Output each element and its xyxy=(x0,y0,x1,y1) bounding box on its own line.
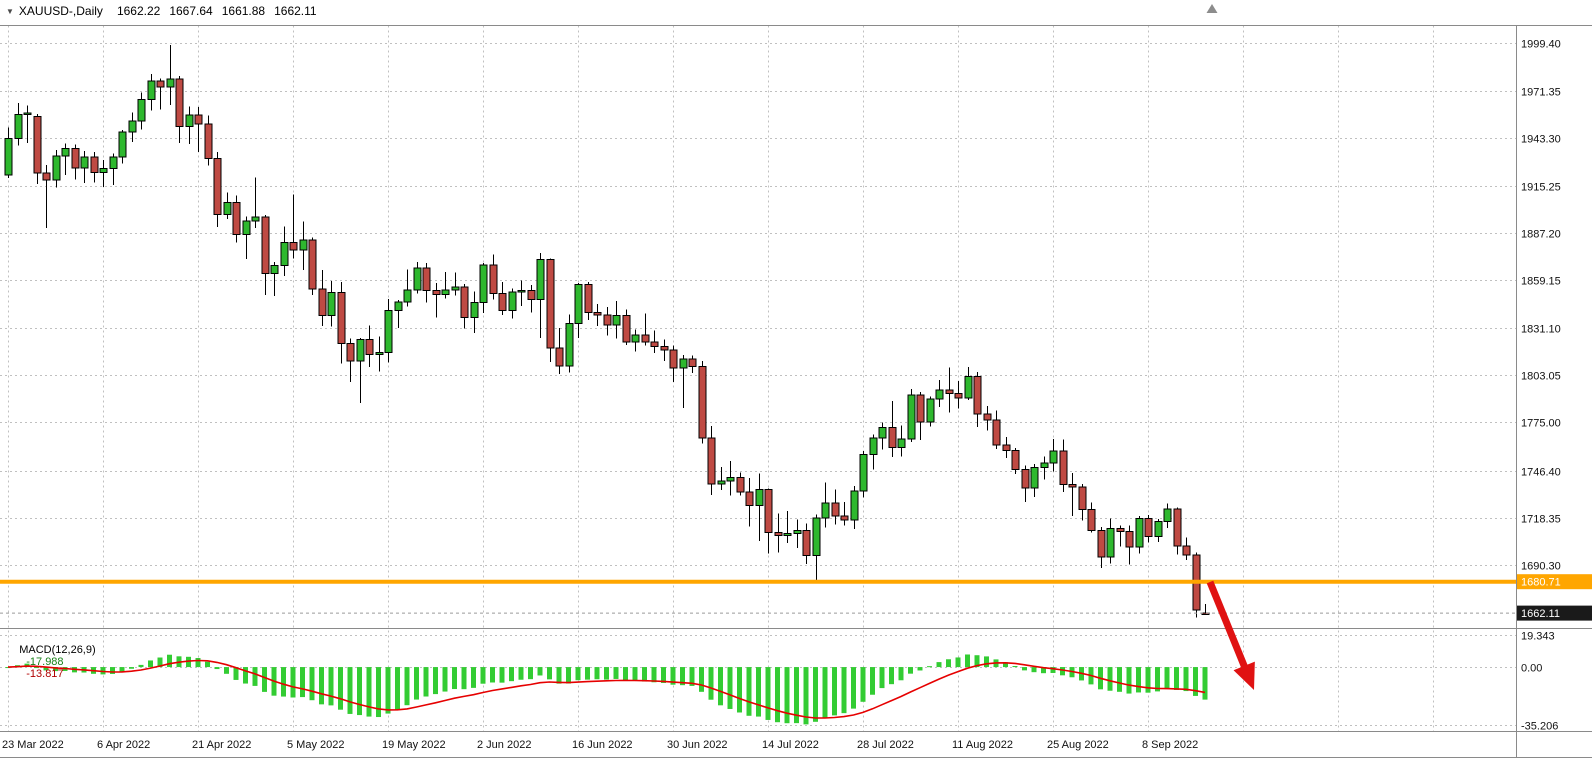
svg-text:1943.30: 1943.30 xyxy=(1521,134,1561,146)
svg-text:21 Apr 2022: 21 Apr 2022 xyxy=(192,739,251,751)
svg-text:19 May 2022: 19 May 2022 xyxy=(382,739,446,751)
svg-text:16 Jun 2022: 16 Jun 2022 xyxy=(572,739,633,751)
svg-text:19.343: 19.343 xyxy=(1521,631,1555,643)
svg-text:1680.71: 1680.71 xyxy=(1521,577,1561,589)
symbol-dropdown-icon[interactable]: ▼ xyxy=(6,6,14,16)
svg-text:1831.10: 1831.10 xyxy=(1521,324,1561,336)
chart-shift-marker-icon[interactable] xyxy=(1206,4,1218,13)
svg-text:1662.11: 1662.11 xyxy=(1521,608,1560,620)
trend-arrow[interactable] xyxy=(1206,580,1255,690)
svg-text:1803.05: 1803.05 xyxy=(1521,371,1561,383)
svg-text:1775.00: 1775.00 xyxy=(1521,418,1561,430)
svg-text:-35.206: -35.206 xyxy=(1521,721,1558,733)
hline-price-tag xyxy=(1517,574,1592,590)
svg-text:1915.25: 1915.25 xyxy=(1521,182,1561,194)
svg-text:2 Jun 2022: 2 Jun 2022 xyxy=(477,739,531,751)
svg-text:0.00: 0.00 xyxy=(1521,663,1542,675)
quote-high: 1667.64 xyxy=(169,4,213,18)
svg-text:23 Mar 2022: 23 Mar 2022 xyxy=(2,739,64,751)
macd-indicator-label: MACD(12,26,9) -17.988 -13.817 xyxy=(7,632,96,692)
macd-name: MACD(12,26,9) xyxy=(19,644,96,656)
svg-text:14 Jul 2022: 14 Jul 2022 xyxy=(762,739,819,751)
svg-text:1999.40: 1999.40 xyxy=(1521,39,1561,51)
svg-text:1971.35: 1971.35 xyxy=(1521,87,1561,99)
svg-text:5 May 2022: 5 May 2022 xyxy=(287,739,344,751)
pane-frames xyxy=(0,25,1592,758)
svg-text:28 Jul 2022: 28 Jul 2022 xyxy=(857,739,914,751)
svg-text:1859.15: 1859.15 xyxy=(1521,276,1561,288)
grid-layer xyxy=(0,25,1516,731)
price-axis[interactable]: 1999.40 1971.35 1943.30 1915.25 1887.20 1859.… xyxy=(1517,39,1592,733)
quote-bar: ▼ XAUUSD-,Daily 1662.22 1667.64 1661.88 … xyxy=(6,4,326,18)
price-lines-layer[interactable] xyxy=(0,579,1516,614)
quote-low: 1661.88 xyxy=(221,4,266,18)
candles-layer xyxy=(4,45,1210,618)
symbol-timeframe-label: XAUUSD-,Daily xyxy=(18,4,103,18)
svg-text:25 Aug 2022: 25 Aug 2022 xyxy=(1047,739,1109,751)
time-axis[interactable]: 23 Mar 2022 6 Apr 2022 21 Apr 2022 5 May 20… xyxy=(2,739,1198,751)
svg-text:11 Aug 2022: 11 Aug 2022 xyxy=(952,739,1013,751)
quote-close: 1662.11 xyxy=(274,4,317,18)
svg-text:30 Jun 2022: 30 Jun 2022 xyxy=(667,739,728,751)
svg-text:8 Sep 2022: 8 Sep 2022 xyxy=(1142,739,1198,751)
svg-text:1718.35: 1718.35 xyxy=(1521,514,1561,526)
svg-text:1887.20: 1887.20 xyxy=(1521,229,1561,241)
svg-text:6 Apr 2022: 6 Apr 2022 xyxy=(97,739,150,751)
svg-text:1690.30: 1690.30 xyxy=(1521,561,1561,573)
annotations-layer[interactable] xyxy=(1206,4,1255,690)
macd-signal-value: -13.817 xyxy=(26,668,64,680)
bid-price-tag xyxy=(1517,605,1592,621)
svg-text:1746.40: 1746.40 xyxy=(1521,467,1561,479)
macd-layer xyxy=(5,654,1208,725)
quote-open: 1662.22 xyxy=(116,4,161,18)
macd-value: -17.988 xyxy=(26,656,64,668)
